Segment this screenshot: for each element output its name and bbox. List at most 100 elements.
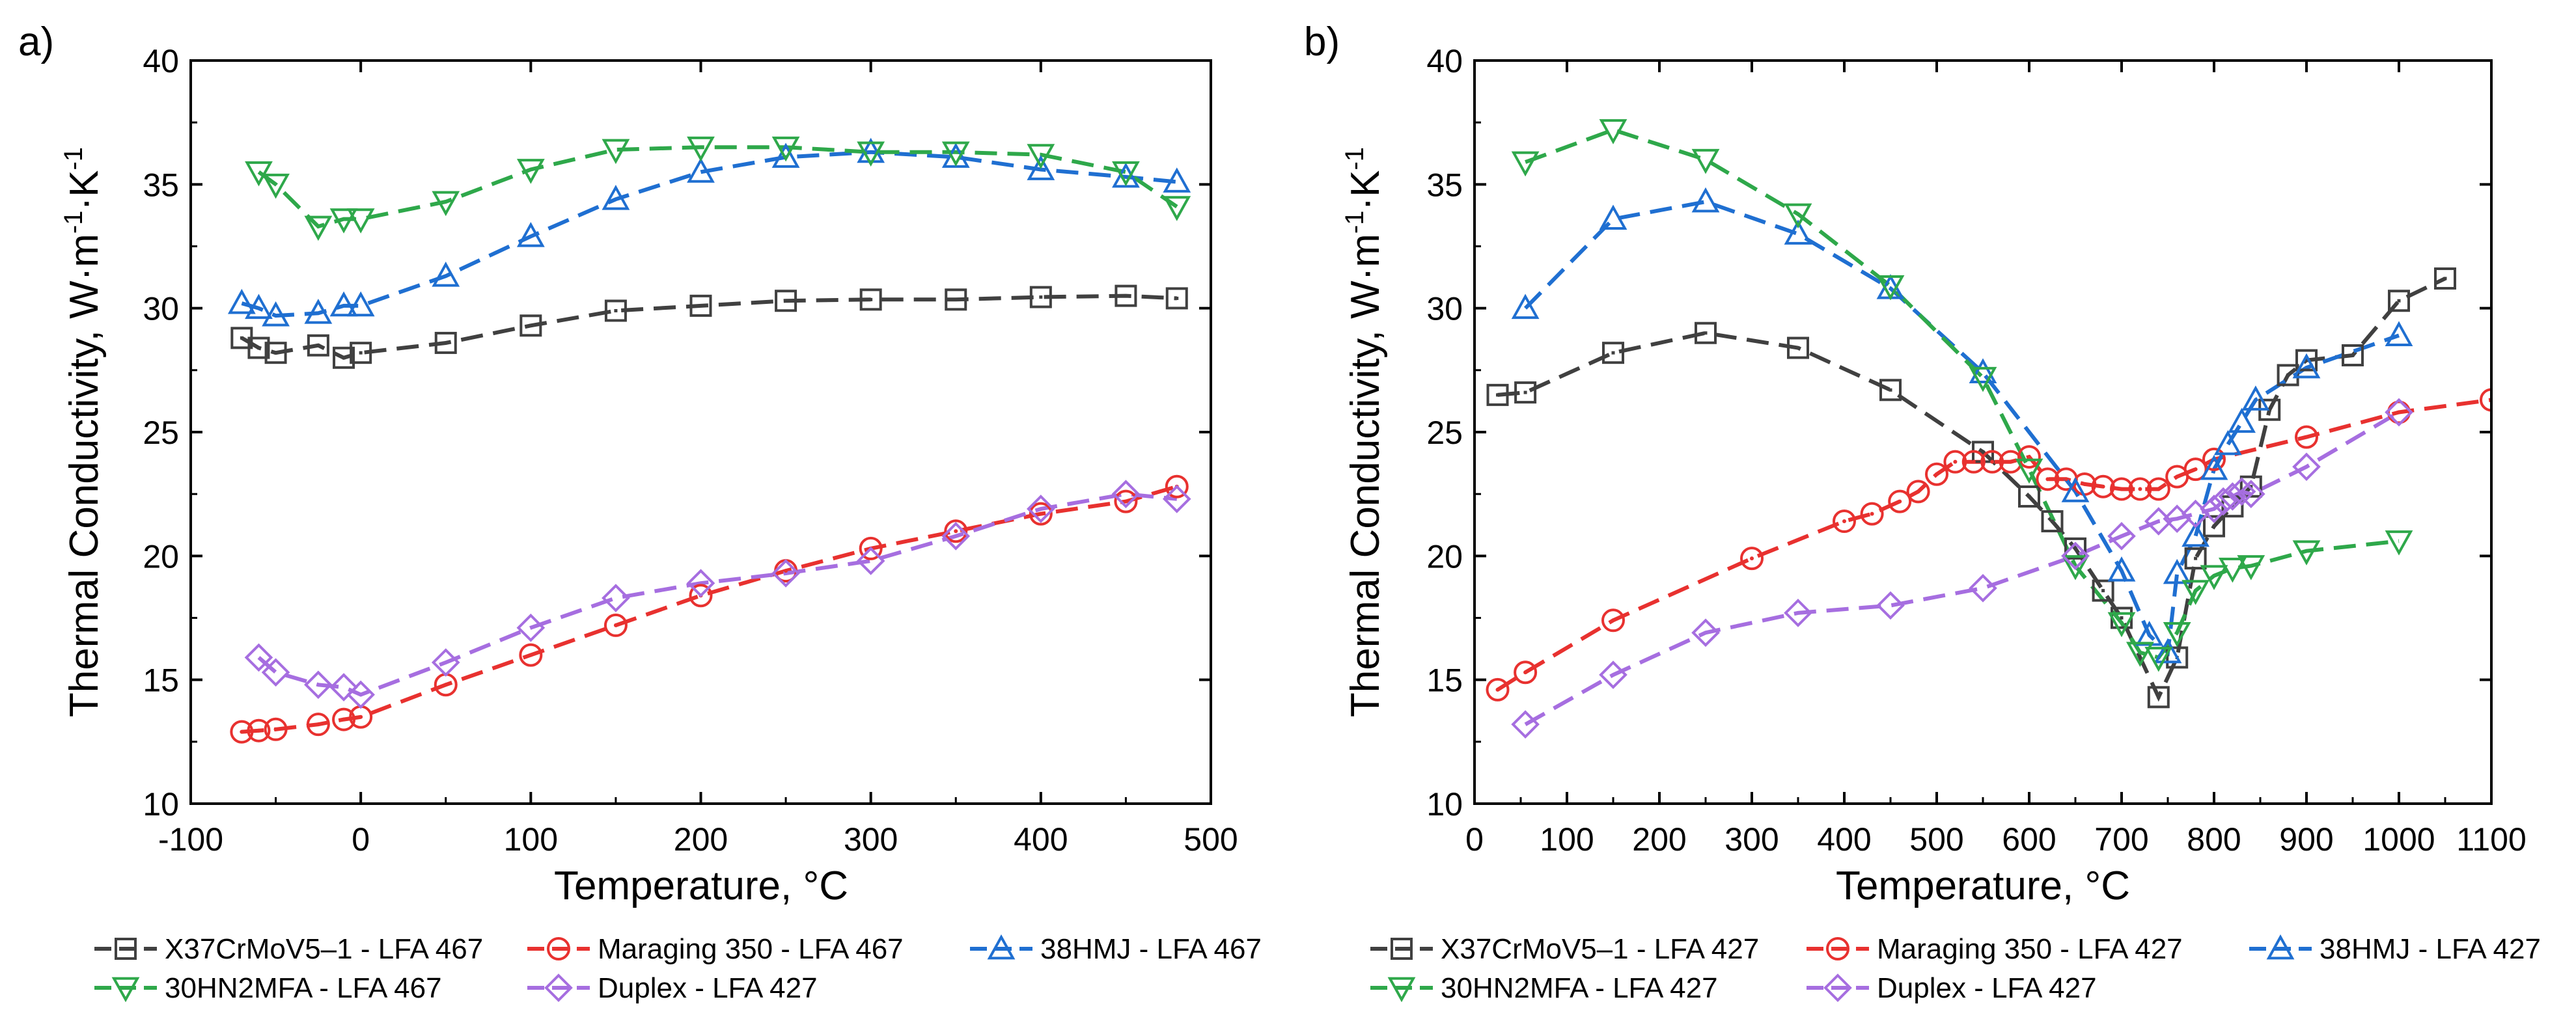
panel-b-series-4-point-14 <box>2227 477 2256 506</box>
panel-a-series-3-point-7 <box>602 139 630 165</box>
panel-b-series-3-point-0 <box>1511 151 1540 177</box>
panel-b-series-1-point-25-dot <box>2397 410 2401 415</box>
panel-b-label: b) <box>1304 20 1340 64</box>
panel-a-series-1-point-3-dot <box>316 722 320 727</box>
panel-a-series-0-point-2 <box>264 342 287 364</box>
panel-a-series-0-point-0-dot <box>240 336 243 340</box>
panel-a-ytick-label-1: 15 <box>143 662 179 699</box>
panel-b-xtick-label-7: 700 <box>2094 821 2148 858</box>
panel-b-series-4-point-11 <box>2200 495 2228 523</box>
panel-a-series-1-point-1 <box>247 718 271 742</box>
panel-b-series-1-point-11 <box>1980 450 2004 474</box>
panel-a-legend-1-marker <box>547 937 570 960</box>
panel-b-xtick-label-8: 800 <box>2187 821 2241 858</box>
panel-b-series-0-point-23-dot <box>2443 277 2447 280</box>
panel-a-series-3-point-8 <box>687 136 715 162</box>
panel-b-series-3-line <box>1525 128 2400 660</box>
panel-a-series-1-point-12 <box>944 519 968 543</box>
panel-a-series-4-point-11 <box>941 522 971 551</box>
panel-a-y-axis-title-part-2: ·K <box>62 170 107 211</box>
panel-a-series-0-point-8-dot <box>614 308 618 312</box>
panel-b-series-1-point-25 <box>2387 400 2411 424</box>
panel-b-series-4-point-12 <box>2209 487 2238 516</box>
panel-b-series-0-point-11-dot <box>2120 616 2124 619</box>
panel-a-series-0-point-13-dot <box>1039 295 1043 299</box>
panel-a-series-1-line <box>242 484 1178 734</box>
panel-b-series-4-line <box>1524 410 2400 726</box>
panel-a-series-4-point-2 <box>304 670 333 700</box>
panel-a-series-1-point-6-dot <box>443 683 448 687</box>
panel-b-series-0-point-23 <box>2434 267 2456 290</box>
panel-b-series-1-point-6-dot <box>1898 499 1902 504</box>
panel-b-series-1-point-6 <box>1888 489 1912 513</box>
panel-b-series-0-point-18-dot <box>2267 408 2271 412</box>
panel-a-series-2-point-9 <box>687 157 715 183</box>
panel-b-series-3-point-4 <box>1876 275 1905 301</box>
panel-b-series-2-line <box>1523 199 2400 657</box>
panel-b-series-3-markers <box>1511 119 2413 672</box>
panel-b-ytick-label-0: 10 <box>1426 786 1463 823</box>
panel-b-ytick-label-3: 25 <box>1426 415 1463 451</box>
panel-a-series-3-point-5 <box>432 191 460 217</box>
panel-a-series-1-point-2 <box>264 717 288 741</box>
panel-a-series-3-point-12 <box>1027 144 1055 169</box>
panel-a-series-3-point-10 <box>857 141 885 167</box>
panel-b-series-1-point-5-dot <box>1870 511 1874 516</box>
panel-b-legend-0-marker <box>1391 938 1413 960</box>
panel-b-x-axis-title: Temperature, °C <box>1836 864 2130 908</box>
panel-a-legend-1-marker-dot <box>557 947 561 951</box>
panel-b-series-0-point-22 <box>2388 290 2410 312</box>
panel-b-legend-1-marker-dot <box>1836 947 1840 951</box>
panel-b-series-1-point-1 <box>1514 660 1538 685</box>
panel-a-ytick-label-4: 30 <box>143 291 179 327</box>
panel-b-legend-0-label: X37CrMoV5–1 - LFA 427 <box>1441 933 1759 965</box>
panel-b-series-1-point-24-dot <box>2305 435 2308 439</box>
panel-b-y-axis-title: Thermal Conductivity, W·m-1·K-1 <box>1340 147 1388 717</box>
panel-b-xtick-label-11: 1100 <box>2456 821 2527 858</box>
panel-a-series-1-point-14 <box>1114 489 1138 513</box>
panel-b-series-3-point-14 <box>2219 557 2247 583</box>
panel-a-series-0-point-12 <box>945 288 967 311</box>
panel-a-series-0-point-3-dot <box>316 344 320 347</box>
panel-a-ytick-label-3: 25 <box>143 415 179 451</box>
panel-b-series-1-point-14 <box>2036 467 2060 491</box>
panel-b-series-2-point-11 <box>2181 521 2209 547</box>
panel-b-series-0-markers <box>1486 267 2456 709</box>
panel-b-series-1-point-3 <box>1740 547 1764 571</box>
panel-b-series-1-point-14-dot <box>2045 477 2050 482</box>
panel-b-series-1-point-5 <box>1860 502 1884 526</box>
panel-a-series-1-markers <box>230 474 1189 744</box>
panel-a-series-4-point-12 <box>1027 495 1055 523</box>
panel-a-series-3-point-2 <box>304 215 333 241</box>
panel-b-series-0-point-2-dot <box>1611 351 1615 355</box>
panel-b-series-4-point-16 <box>2292 452 2321 482</box>
panel-b-series-1-point-2 <box>1601 608 1625 633</box>
panel-b-series-0-point-21 <box>2342 344 2364 366</box>
panel-a-series-0-point-10-dot <box>784 299 788 303</box>
panel-a-series-2-point-10 <box>771 143 800 168</box>
panel-a-series-0-point-2-dot <box>274 351 278 355</box>
panel-b-series-2-point-0 <box>1511 293 1540 320</box>
panel-b-series-0-point-12 <box>2147 686 2170 709</box>
panel-b-series-0-point-7 <box>2018 485 2040 508</box>
panel-a-series-0-point-13 <box>1029 286 1052 308</box>
panel-b-series-1-point-4-dot <box>1842 519 1846 524</box>
panel-b-series-3-point-15 <box>2237 555 2265 580</box>
panel-a-series-2-point-8 <box>602 185 630 210</box>
panel-a-series-0-point-4 <box>333 346 355 369</box>
panel-a-series-1-point-2-dot <box>273 727 278 731</box>
panel-b-series-1-point-18-dot <box>2120 487 2124 491</box>
panel-a-legend-4-marker <box>544 973 573 1002</box>
panel-a-series-0-point-5 <box>350 342 372 364</box>
panel-b-series-4-point-1 <box>1599 660 1627 689</box>
panel-b-legend-3-label: 30HN2MFA - LFA 427 <box>1441 972 1718 1004</box>
panel-b-legend-1-marker <box>1826 937 1849 960</box>
panel-a-series-1-point-12-dot <box>954 529 958 534</box>
panel-a-series-3-point-4 <box>346 208 375 234</box>
panel-a-series-3-point-6 <box>516 159 545 184</box>
panel-b-series-0-point-1 <box>1514 381 1537 404</box>
panel-a-xtick-label-3: 200 <box>674 821 728 858</box>
panel-b-series-1-point-18 <box>2110 477 2133 501</box>
